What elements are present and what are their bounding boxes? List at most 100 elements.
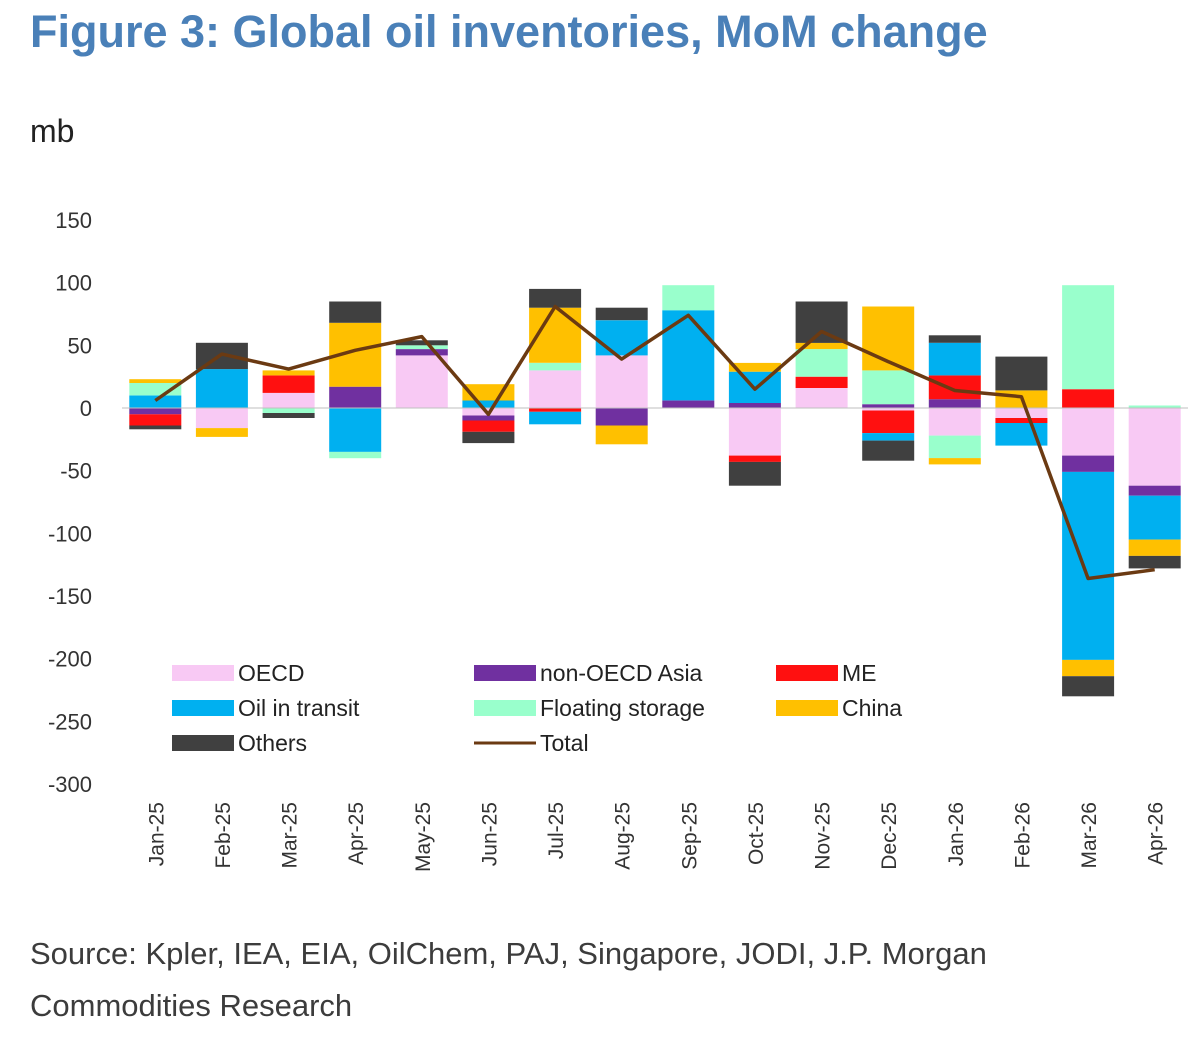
- bar-segment: [529, 370, 582, 408]
- bar-segment: [862, 410, 915, 434]
- legend-swatch: [776, 665, 838, 681]
- legend-label: Floating storage: [540, 695, 705, 721]
- legend-label: China: [842, 695, 902, 721]
- bar-segment: [462, 400, 515, 408]
- bar-stacks: [129, 285, 1181, 697]
- x-tick-label: Sep-25: [678, 802, 701, 870]
- bar-segment: [928, 408, 981, 436]
- bar-segment: [1128, 495, 1181, 540]
- bar-segment: [195, 408, 248, 429]
- bar-segment: [195, 428, 248, 437]
- bar-segment: [395, 349, 448, 356]
- bar-segment: [262, 413, 315, 418]
- y-tick-label: -100: [48, 521, 92, 546]
- x-tick-label: Apr-26: [1145, 802, 1168, 865]
- legend-label: Oil in transit: [238, 695, 360, 721]
- bar-segment: [262, 393, 315, 408]
- bar-segment: [595, 355, 648, 408]
- bar-segment: [795, 349, 848, 377]
- bar-segment: [928, 399, 981, 408]
- bar-segment: [795, 342, 848, 350]
- legend-swatch: [474, 700, 536, 716]
- legend-label: Total: [540, 730, 589, 756]
- bar-segment: [329, 301, 382, 323]
- legend-label: Others: [238, 730, 307, 756]
- bar-segment: [928, 435, 981, 459]
- bar-segment: [262, 375, 315, 393]
- bar-segment: [1062, 676, 1115, 697]
- x-tick-label: Oct-25: [745, 802, 768, 865]
- bar-segment: [329, 386, 382, 408]
- bar-segment: [529, 288, 582, 308]
- bar-segment: [1062, 659, 1115, 677]
- bar-segment: [529, 362, 582, 371]
- bar-segment: [462, 415, 515, 421]
- bar-segment: [728, 362, 781, 372]
- bar-segment: [595, 320, 648, 356]
- bar-segment: [728, 403, 781, 408]
- bar-segment: [595, 408, 648, 426]
- y-tick-label: -50: [60, 459, 92, 484]
- bar-segment: [595, 307, 648, 321]
- bar-segment: [595, 425, 648, 445]
- x-tick-label: Feb-26: [1011, 802, 1034, 869]
- legend-swatch: [776, 700, 838, 716]
- source-note: Source: Kpler, IEA, EIA, OilChem, PAJ, S…: [30, 936, 987, 1023]
- figure-title: Figure 3: Global oil inventories, MoM ch…: [30, 6, 988, 57]
- bar-segment: [462, 420, 515, 432]
- bar-segment: [129, 414, 182, 426]
- bar-segment: [862, 370, 915, 405]
- legend-label: non-OECD Asia: [540, 660, 703, 686]
- bar-segment: [1128, 408, 1181, 486]
- bar-segment: [1062, 471, 1115, 660]
- x-tick-label: Dec-25: [878, 802, 901, 870]
- x-tick-label: Feb-25: [212, 802, 235, 869]
- bar-segment: [995, 418, 1048, 423]
- bar-segment: [195, 369, 248, 408]
- bar-segment: [1062, 455, 1115, 472]
- x-axis-ticks: Jan-25 Feb-25 Mar-25 Apr-25 May-25 Jun-25 Jul-…: [145, 802, 1167, 872]
- bar-segment: [395, 345, 448, 350]
- bar-segment: [928, 335, 981, 343]
- bar-segment: [329, 408, 382, 452]
- y-tick-label: 50: [68, 333, 92, 358]
- bar-segment: [795, 301, 848, 343]
- bar-segment: [1128, 555, 1181, 569]
- bar-segment: [1062, 285, 1115, 390]
- x-tick-label: May-25: [412, 802, 435, 872]
- bar-segment: [862, 404, 915, 408]
- x-tick-label: Jan-26: [945, 802, 968, 866]
- bar-segment: [662, 285, 715, 311]
- y-tick-label: -250: [48, 709, 92, 734]
- bar-segment: [1128, 539, 1181, 556]
- x-tick-label: Jun-25: [478, 802, 501, 866]
- bar-segment: [1062, 408, 1115, 456]
- bar-segment: [995, 356, 1048, 391]
- bar-segment: [262, 370, 315, 376]
- y-tick-label: 0: [80, 396, 92, 421]
- bar-segment: [395, 355, 448, 408]
- bar-segment: [1062, 389, 1115, 408]
- y-tick-label: -300: [48, 772, 92, 797]
- chart: mb 150 100 50 0 -50 -100 -150 -200 -250 -300 Jan-…: [30, 113, 1188, 872]
- bar-segment: [462, 431, 515, 444]
- y-axis-ticks: 150 100 50 0 -50 -100 -150 -200 -250 -300: [48, 208, 92, 797]
- bar-segment: [129, 408, 182, 415]
- bar-segment: [1128, 485, 1181, 496]
- legend-swatch: [172, 700, 234, 716]
- x-tick-label: Nov-25: [812, 802, 835, 870]
- legend: OECD non-OECD Asia ME Oil in transit Floatin…: [172, 660, 902, 756]
- bar-segment: [662, 400, 715, 408]
- x-tick-label: Mar-26: [1078, 802, 1101, 869]
- bar-segment: [795, 387, 848, 408]
- bar-segment: [129, 395, 182, 408]
- y-tick-label: 100: [55, 271, 92, 296]
- bar-segment: [795, 376, 848, 388]
- legend-swatch: [474, 665, 536, 681]
- bar-segment: [928, 375, 981, 400]
- bar-segment: [395, 340, 448, 346]
- bar-segment: [862, 433, 915, 441]
- bar-segment: [529, 408, 582, 412]
- bar-segment: [862, 440, 915, 461]
- bar-segment: [728, 461, 781, 486]
